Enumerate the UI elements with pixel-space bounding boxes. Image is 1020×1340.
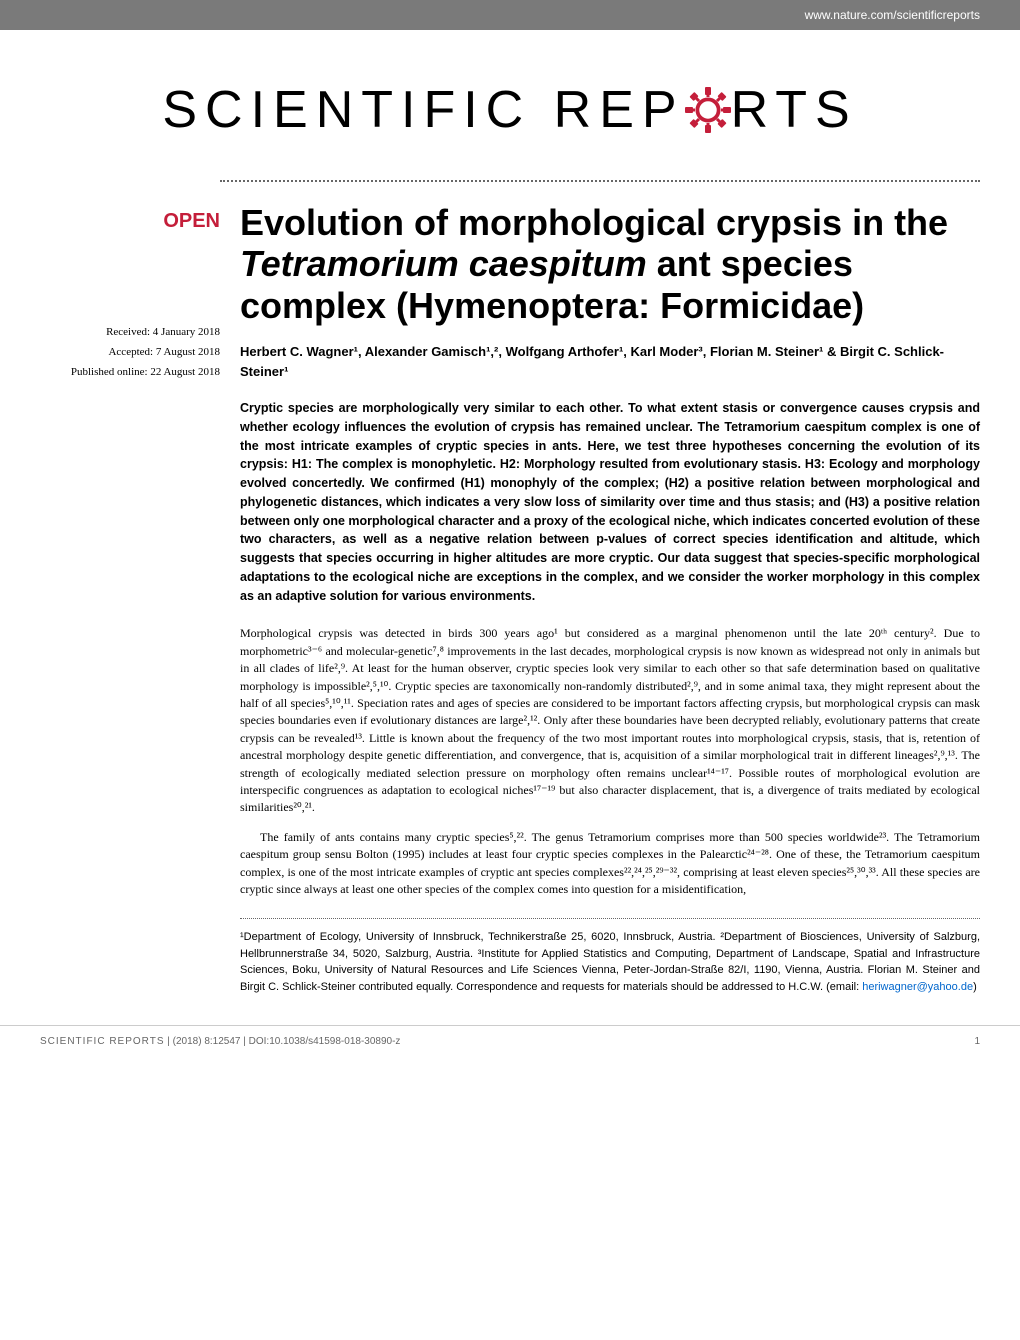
corresponding-email[interactable]: heriwagner@yahoo.de: [862, 981, 973, 993]
affiliations-end: ): [973, 981, 977, 993]
logo-text-before: SCIENTIFIC REP: [162, 80, 684, 140]
article-title: Evolution of morphological crypsis in th…: [240, 202, 980, 326]
article-body: OPEN Received: 4 January 2018 Accepted: …: [0, 202, 1020, 1025]
gear-icon: [683, 85, 733, 135]
content-column: Evolution of morphological crypsis in th…: [240, 202, 980, 995]
affiliations: ¹Department of Ecology, University of In…: [240, 918, 980, 995]
title-italic: Tetramorium caespitum: [240, 243, 647, 284]
separator-line: [220, 180, 980, 182]
page-footer: SCIENTIFIC REPORTS | (2018) 8:12547 | DO…: [0, 1025, 1020, 1057]
accepted-date: Accepted: 7 August 2018: [40, 343, 220, 363]
received-date: Received: 4 January 2018: [40, 323, 220, 343]
author-list: Herbert C. Wagner¹, Alexander Gamisch¹,²…: [240, 342, 980, 381]
title-part1: Evolution of morphological crypsis in th…: [240, 202, 948, 243]
page-number: 1: [974, 1036, 980, 1047]
body-paragraph-2: The family of ants contains many cryptic…: [240, 829, 980, 899]
abstract: Cryptic species are morphologically very…: [240, 399, 980, 605]
logo-text-after: RTS: [731, 80, 858, 140]
journal-url: www.nature.com/scientificreports: [805, 8, 980, 22]
footer-citation: SCIENTIFIC REPORTS | (2018) 8:12547 | DO…: [40, 1036, 400, 1047]
body-paragraph-1: Morphological crypsis was detected in bi…: [240, 625, 980, 816]
footer-journal: SCIENTIFIC REPORTS: [40, 1036, 165, 1047]
published-date: Published online: 22 August 2018: [40, 363, 220, 383]
metadata-column: OPEN Received: 4 January 2018 Accepted: …: [40, 202, 220, 995]
journal-logo: SCIENTIFIC REP: [162, 80, 857, 140]
journal-url-header: www.nature.com/scientificreports: [0, 0, 1020, 30]
logo-section: SCIENTIFIC REP: [0, 30, 1020, 160]
publication-dates: Received: 4 January 2018 Accepted: 7 Aug…: [40, 323, 220, 382]
open-access-badge: OPEN: [40, 210, 220, 233]
authors-text: Herbert C. Wagner¹, Alexander Gamisch¹,²…: [240, 344, 944, 379]
footer-citation-text: | (2018) 8:12547 | DOI:10.1038/s41598-01…: [165, 1036, 401, 1047]
